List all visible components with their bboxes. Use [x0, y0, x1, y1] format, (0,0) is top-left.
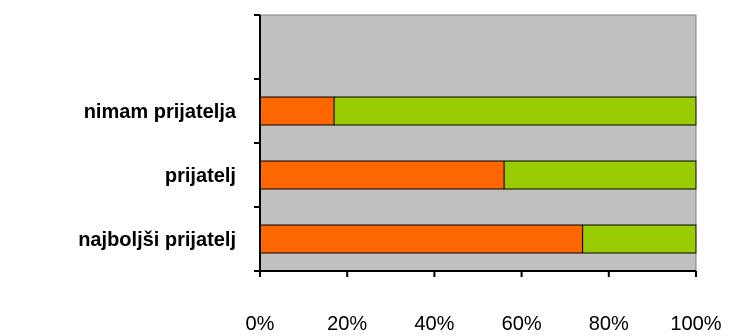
x-tick-label: 20% — [327, 313, 367, 335]
axes-group — [254, 14, 697, 277]
category-label: nimam prijatelja — [84, 101, 237, 123]
bar-prijatelj-segment-1 — [259, 160, 505, 190]
bar-nimam-prijatelja-segment-2 — [333, 96, 697, 126]
x-tick-label: 60% — [502, 313, 542, 335]
bars-group — [259, 96, 697, 254]
bar-prijatelj-segment-2 — [503, 160, 697, 190]
x-tick-label: 80% — [589, 313, 629, 335]
x-tick-label: 100% — [670, 313, 721, 335]
bar-najboljsi-prijatelj-segment-1 — [259, 224, 584, 254]
category-label: najboljši prijatelj — [78, 229, 236, 251]
x-tick-label: 40% — [414, 313, 454, 335]
category-label: prijatelj — [165, 165, 236, 187]
bar-nimam-prijatelja-segment-1 — [259, 96, 335, 126]
x-tick-label: 0% — [246, 313, 275, 335]
labels-group: nimam prijatelja prijatelj najboljši prija… — [78, 101, 722, 335]
bar-najboljsi-prijatelj-segment-2 — [582, 224, 697, 254]
